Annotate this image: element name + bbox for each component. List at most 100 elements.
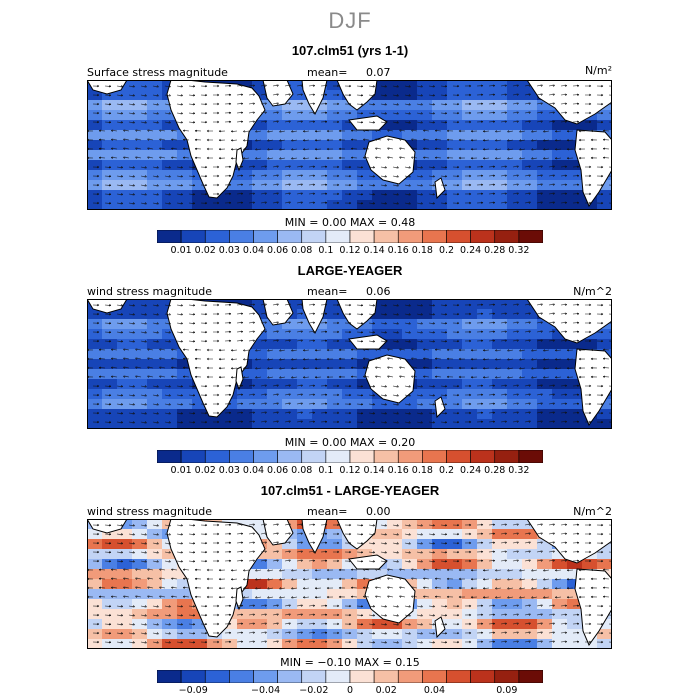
wind-vector: [356, 84, 364, 88]
wind-vector: [279, 376, 286, 379]
wind-vector: [572, 541, 580, 545]
field-cell: [522, 120, 538, 131]
wind-vector: [116, 542, 123, 545]
wind-vector: [560, 402, 568, 405]
wind-vector: [218, 366, 226, 370]
field-cell: [312, 170, 328, 181]
panel-2-map: [87, 299, 612, 429]
field-cell: [417, 309, 433, 320]
wind-vector: [116, 394, 123, 397]
field-cell: [537, 609, 553, 620]
wind-vector: [104, 523, 112, 527]
wind-vector: [116, 551, 123, 554]
wind-vector: [236, 523, 244, 527]
wind-vector: [272, 192, 279, 195]
wind-vector: [596, 604, 604, 608]
field-cell: [342, 329, 358, 340]
wind-vector: [387, 586, 394, 589]
field-cell: [507, 150, 523, 161]
wind-vectors: [87, 523, 612, 644]
wind-vector: [182, 586, 190, 590]
field-cell: [552, 379, 568, 390]
wind-vector: [440, 111, 448, 115]
wind-vector: [159, 375, 166, 378]
wind-vector: [488, 93, 496, 97]
wind-vector: [428, 103, 435, 106]
wind-vector: [584, 420, 592, 424]
field-cell: [282, 130, 298, 141]
wind-vector: [363, 586, 370, 589]
wind-vector: [243, 376, 250, 379]
wind-vector: [602, 348, 610, 352]
wind-vector: [272, 622, 279, 625]
wind-vector: [308, 420, 315, 423]
wind-vector: [416, 184, 423, 187]
wind-vector: [590, 348, 598, 352]
wind-vector: [476, 420, 484, 424]
wind-vector: [159, 357, 166, 360]
wind-vector: [584, 541, 592, 545]
wind-vector: [128, 551, 135, 554]
wind-vector: [524, 613, 531, 616]
wind-vector: [104, 312, 112, 316]
field-cell: [537, 190, 553, 201]
wind-vector: [404, 202, 411, 205]
wind-vector: [596, 631, 604, 635]
wind-vector: [536, 84, 543, 87]
field-cell: [417, 100, 433, 111]
field-cell: [462, 160, 478, 171]
wind-vector: [123, 595, 130, 598]
field-cell: [267, 110, 283, 121]
wind-vector: [404, 166, 411, 169]
wind-vector: [284, 165, 291, 168]
field-cell: [312, 140, 328, 151]
wind-vector: [236, 312, 244, 316]
wind-vector: [236, 201, 244, 205]
panel-2-units: N/m^2: [573, 285, 612, 298]
wind-vector: [350, 375, 358, 379]
wind-vector: [416, 614, 423, 617]
field-cell: [342, 379, 358, 390]
panel-1-title: 107.clm51 (yrs 1-1): [291, 43, 409, 58]
wind-vector: [380, 193, 387, 196]
field-cell: [87, 349, 103, 360]
wind-vector: [152, 121, 159, 124]
wind-vector: [111, 357, 118, 360]
field-cell: [597, 120, 612, 131]
wind-vector: [188, 102, 196, 106]
field-cell: [252, 399, 268, 410]
wind-vector: [182, 568, 190, 572]
field-cell: [507, 579, 523, 590]
field-cell: [417, 180, 433, 191]
field-cell: [507, 110, 523, 121]
wind-vector: [308, 604, 315, 607]
wind-vector: [272, 550, 279, 553]
wind-vector: [308, 613, 315, 616]
field-cell: [417, 549, 433, 560]
colorbar-swatch: [229, 230, 254, 243]
field-cell: [387, 130, 403, 141]
field-cell: [492, 349, 508, 360]
field-cell: [522, 639, 538, 649]
wind-vector: [152, 166, 159, 169]
map-field: [87, 80, 612, 210]
field-cell: [102, 339, 118, 350]
wind-vector: [159, 366, 166, 369]
wind-vector: [548, 393, 555, 396]
field-cell: [537, 559, 553, 570]
wind-vector: [411, 568, 418, 571]
field-cell: [222, 409, 238, 420]
field-cell: [267, 190, 283, 201]
field-cell: [417, 170, 433, 181]
field-cell: [447, 389, 463, 400]
wind-vector: [464, 192, 472, 196]
wind-vector: [230, 147, 238, 151]
field-cell: [237, 200, 253, 210]
field-cell: [132, 389, 148, 400]
field-cell: [597, 419, 612, 429]
wind-vector: [320, 183, 328, 187]
wind-vector: [320, 312, 328, 316]
wind-vector: [356, 640, 364, 644]
field-cell: [477, 389, 493, 400]
wind-vector: [356, 165, 364, 169]
